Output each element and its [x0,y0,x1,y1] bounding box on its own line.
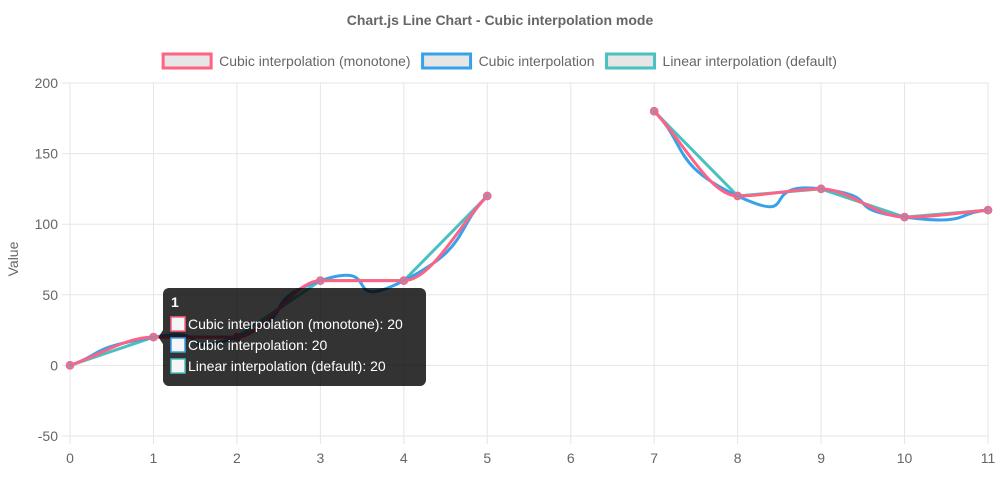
y-tick-label: 100 [35,216,59,232]
legend: Cubic interpolation (monotone) Cubic inte… [161,52,837,70]
legend-label: Linear interpolation (default) [663,53,837,69]
legend-label: Cubic interpolation [479,53,595,69]
tooltip: 1 Cubic interpolation (monotone): 20 Cubic… [158,288,426,386]
x-axis: 0 1 2 3 4 5 6 7 8 9 10 11 [66,450,995,466]
tooltip-swatch [170,358,186,374]
data-point[interactable] [316,276,325,285]
series-points [65,106,993,370]
tooltip-title: 1 [171,294,179,310]
x-tick-label: 8 [734,450,742,466]
y-tick-label: 150 [35,146,59,162]
data-point[interactable] [733,191,742,201]
legend-item[interactable]: Linear interpolation (default) [605,52,837,70]
legend-item[interactable]: Cubic interpolation (monotone) [161,52,411,70]
tooltip-swatch [170,337,186,353]
tooltip-line: Cubic interpolation: 20 [188,337,328,353]
legend-swatch [421,52,473,70]
tooltip-caret [158,330,163,345]
x-tick-label: 7 [650,450,658,466]
y-tick-label: 200 [35,75,59,91]
tooltip-line: Linear interpolation (default): 20 [188,358,386,374]
x-tick-label: 9 [817,450,825,466]
x-tick-label: 5 [483,450,491,466]
data-point[interactable] [65,361,75,370]
legend-swatch [605,52,657,70]
legend-swatch [161,52,213,70]
tooltip-swatch [170,316,186,332]
y-tick-label: 50 [42,287,58,303]
x-tick-label: 3 [316,450,324,466]
legend-item[interactable]: Cubic interpolation [421,52,595,70]
y-axis-title: Value [5,241,21,276]
x-tick-label: 0 [66,450,74,466]
chart-title: Chart.js Line Chart - Cubic interpolatio… [347,12,654,28]
tooltip-box [163,288,426,386]
data-point[interactable] [399,276,409,285]
x-tick-label: 2 [233,450,241,466]
x-tick-label: 1 [150,450,158,466]
x-tick-label: 6 [567,450,575,466]
x-tick-label: 4 [400,450,408,466]
data-point[interactable] [816,184,826,194]
legend-label: Cubic interpolation (monotone) [219,53,410,69]
x-tick-label: 11 [981,450,996,466]
y-tick-label: -50 [38,428,58,444]
x-tick-label: 10 [897,450,913,466]
y-tick-label: 0 [50,357,58,373]
y-axis: 200 150 100 50 0 -50 [35,75,59,444]
grid [62,82,989,444]
tooltip-line: Cubic interpolation (monotone): 20 [188,316,403,332]
data-point[interactable] [483,191,492,201]
data-point[interactable] [649,106,659,116]
data-point[interactable] [900,212,909,222]
data-point[interactable] [149,332,158,342]
data-point[interactable] [983,205,993,215]
